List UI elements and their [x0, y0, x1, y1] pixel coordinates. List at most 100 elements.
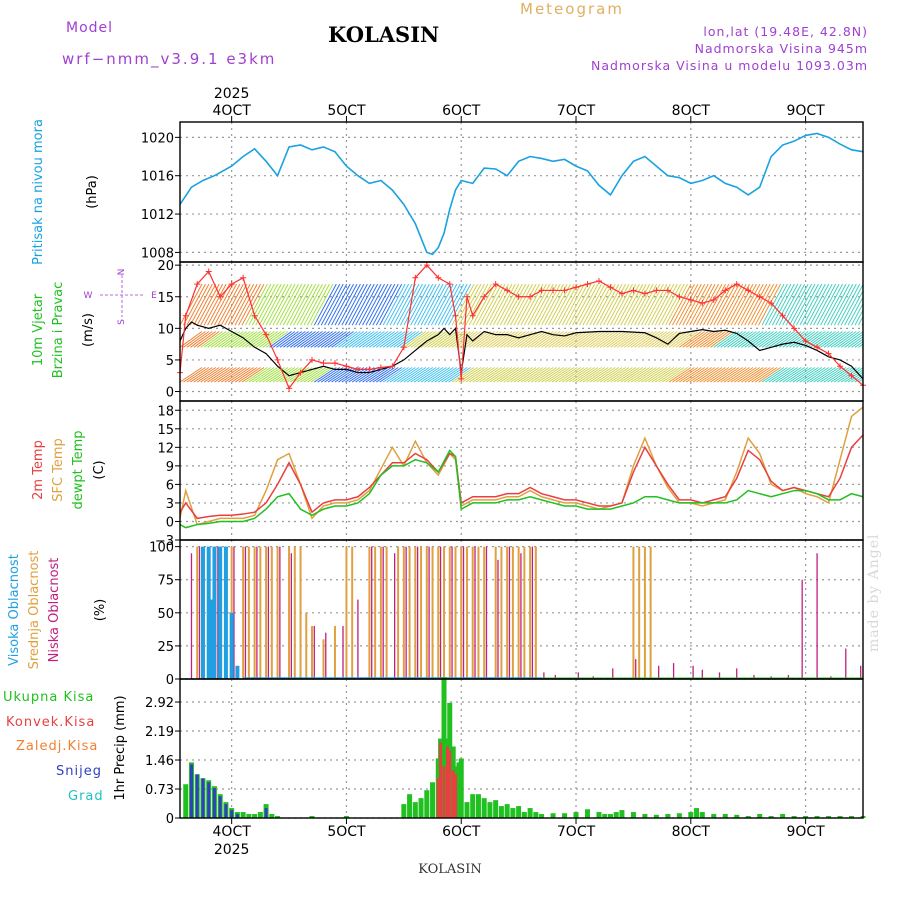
wind-barb [417, 283, 441, 326]
precip-convective-bar [451, 770, 455, 818]
wind-barb [630, 283, 654, 326]
wind-barb [858, 378, 863, 383]
wind-barb [716, 283, 740, 326]
wind-barb [341, 283, 365, 326]
cloud-low-bar [497, 559, 499, 679]
wind-barb [265, 367, 289, 383]
wind-barb [510, 367, 533, 383]
wind-barb [834, 367, 857, 383]
wind-barb [672, 331, 695, 348]
wind-barb [857, 315, 863, 326]
wind-barb [410, 367, 434, 383]
wind-barb [606, 283, 630, 326]
wind-gust-marker [791, 325, 798, 332]
y-tick-label: 10 [157, 322, 174, 337]
precip-total-bar [803, 816, 809, 818]
wind-barb [696, 367, 719, 383]
wind-barb [782, 283, 806, 326]
precip-total-bar [562, 813, 568, 818]
precip-total-bar [521, 812, 527, 818]
wind-barb [396, 331, 420, 348]
wind-barb [785, 367, 809, 383]
wind-barb [730, 331, 754, 348]
wind-barb [424, 367, 447, 383]
wind-barb [279, 283, 303, 326]
wind-gust-marker [182, 312, 189, 319]
wind-barb [551, 283, 575, 326]
wind-barb [489, 367, 513, 383]
wind-barb [772, 367, 795, 383]
wind-barb [300, 367, 323, 383]
wind-barb [386, 331, 409, 348]
wind-barb [196, 331, 220, 348]
cloud-mid-bar [402, 546, 405, 679]
wind-barb [379, 367, 403, 383]
cloud-mid-bar [448, 546, 451, 679]
wind-barb [620, 283, 644, 326]
precip-legend-item: Snijeg [56, 764, 102, 779]
wind-barb [606, 331, 630, 348]
cloud-low-bar [325, 632, 327, 679]
wind-barb [644, 367, 668, 383]
wind-gust-marker [217, 293, 224, 300]
cloud-mid-bar [276, 546, 279, 679]
wind-barb [183, 331, 206, 348]
wind-barb [406, 331, 430, 348]
wind-barb [241, 331, 265, 348]
wind-barb [555, 367, 578, 383]
wind-barb [520, 367, 544, 383]
wind-barb [430, 283, 454, 326]
wind-gust-marker [463, 293, 470, 300]
wind-barb [193, 367, 217, 383]
wind-barb [765, 331, 788, 348]
wind-barb [561, 367, 585, 383]
cloud-mid-bar [443, 546, 446, 679]
wind-barb [314, 367, 337, 383]
wind-barb [334, 283, 358, 326]
x-tick-label-bottom: 4OCT [213, 824, 252, 840]
wind-barb [389, 331, 413, 348]
wind-barb [703, 331, 726, 348]
wind-gust-marker [607, 284, 614, 291]
cloud-mid-bar [333, 626, 336, 679]
wind-barb [579, 331, 602, 348]
wind-barb [778, 367, 802, 383]
wind-barb [389, 283, 413, 326]
wind-barb [541, 367, 564, 383]
precip-total-bar [240, 812, 246, 818]
wind-barb [221, 331, 244, 348]
precip-total-bar [768, 816, 774, 818]
wind-barb [269, 367, 292, 383]
wind-barb [303, 367, 327, 383]
wind-barb [482, 367, 506, 383]
wind-barb [530, 367, 554, 383]
precip-total-bar [653, 814, 659, 818]
wind-barb [482, 283, 506, 326]
wind-barb [193, 283, 217, 326]
precip-total-bar [424, 790, 430, 818]
wind-barb [444, 331, 468, 348]
wind-barb [417, 367, 440, 383]
cloud-low-bar [267, 546, 270, 679]
cloud-mid-bar [397, 546, 400, 679]
wind-gust-marker [710, 296, 717, 303]
cloud-high-bar [235, 665, 240, 679]
wind-barb [679, 331, 702, 348]
snow-bar [207, 782, 211, 818]
year-label-top: 2025 [214, 86, 250, 102]
cloud-mid-bar [483, 546, 486, 679]
wind-barb [668, 367, 692, 383]
wind-barb [575, 283, 599, 326]
wind-barb [314, 331, 337, 348]
wind-barb [565, 367, 588, 383]
wind-barb [782, 367, 805, 383]
wind-gust-marker [194, 281, 201, 288]
wind-barb [847, 296, 863, 326]
y-tick-label: 0 [166, 386, 174, 401]
cloud-mid-bar [385, 546, 388, 679]
wind-gust-marker [825, 350, 832, 357]
wind-barb [300, 283, 323, 326]
wind-gust-marker [366, 366, 373, 373]
wind-barb [283, 331, 306, 348]
wind-barb [255, 283, 279, 326]
